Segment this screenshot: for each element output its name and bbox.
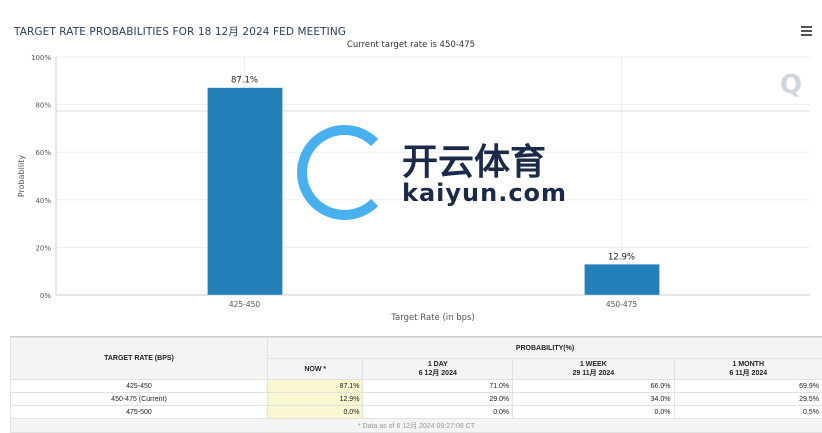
rate-cell: 450-475 (Current) xyxy=(11,393,268,406)
data-label: 87.1% xyxy=(231,76,258,86)
bar-chart: 0% 20% 40% 60% 80% 100% 87.1% 425-450 12.9% 450-4… xyxy=(0,0,822,330)
probability-cell: 71.0% xyxy=(363,380,513,393)
x-axis-title: Target Rate (in bps) xyxy=(390,313,475,323)
y-tick-label: 20% xyxy=(35,244,51,252)
col-header-label: 1 WEEK xyxy=(516,361,670,368)
col-header-date: 6 11月 2024 xyxy=(678,368,819,378)
col-header-label: 1 DAY xyxy=(366,361,509,368)
rate-cell: 475-500 xyxy=(11,406,268,419)
probability-cell: 0.5% xyxy=(674,406,822,419)
col-header-target-rate: TARGET RATE (BPS) xyxy=(11,338,268,380)
y-tick-label: 0% xyxy=(40,292,51,300)
probability-cell: 0.0% xyxy=(363,406,513,419)
probability-cell: 29.0% xyxy=(363,393,513,406)
col-header-date: 6 12月 2024 xyxy=(366,368,509,378)
probability-cell: 0.0% xyxy=(513,406,674,419)
bar-450-475 xyxy=(585,264,660,295)
y-tick-label: 100% xyxy=(31,54,51,62)
probability-cell: 87.1% xyxy=(268,380,363,393)
data-label: 12.9% xyxy=(608,252,635,262)
probability-cell: 34.0% xyxy=(513,393,674,406)
probability-cell: 66.0% xyxy=(513,380,674,393)
table-row: 450-475 (Current)12.9%29.0%34.0%29.5% xyxy=(11,393,822,406)
rate-cell: 425-450 xyxy=(11,380,268,393)
col-header-label: NOW * xyxy=(271,366,359,373)
y-tick-label: 40% xyxy=(35,197,51,205)
col-header-label: 1 MONTH xyxy=(678,361,819,368)
col-header: NOW * xyxy=(268,359,363,380)
y-tick-label: 60% xyxy=(35,149,51,157)
x-tick-label: 425-450 xyxy=(229,300,261,309)
probability-cell: 69.9% xyxy=(674,380,822,393)
probability-cell: 0.0% xyxy=(268,406,363,419)
col-header-date: 29 11月 2024 xyxy=(516,368,670,378)
probability-cell: 29.5% xyxy=(674,393,822,406)
footnote: * Data as of 6 12月 2024 09:27:08 CT xyxy=(11,419,822,433)
group-header-probability: PROBABILITY(%) xyxy=(268,338,822,359)
bar-425-450 xyxy=(208,88,283,295)
y-axis-title: Probability xyxy=(17,155,26,198)
x-tick-label: 450-475 xyxy=(606,300,638,309)
probability-cell: 12.9% xyxy=(268,393,363,406)
y-tick-label: 80% xyxy=(35,102,51,110)
probability-table: TARGET RATE (BPS) PROBABILITY(%) NOW * 1 … xyxy=(10,336,822,433)
